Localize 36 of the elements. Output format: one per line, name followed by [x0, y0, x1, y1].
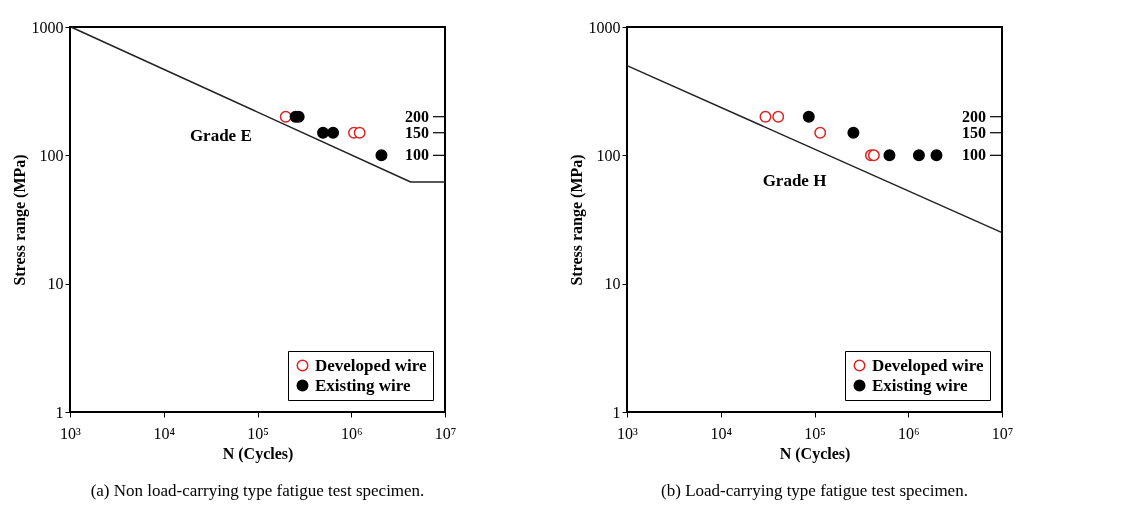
- x-tick-label: 10⁷: [434, 424, 457, 442]
- ref-line-label: 200: [962, 107, 986, 125]
- x-axis-title: N (Cycles): [222, 444, 294, 463]
- ref-line-label: 100: [405, 146, 429, 164]
- legend-label: Developed wire: [872, 355, 985, 375]
- y-tick-label: 10: [47, 275, 64, 293]
- y-tick-label: 1: [612, 403, 621, 421]
- y-axis-title: Stress range (MPa): [10, 154, 29, 286]
- x-tick-label: 10⁶: [340, 424, 363, 442]
- text: (a) Non load-carrying type fatigue test specimen.: [90, 481, 425, 500]
- y-tick-label: 1000: [31, 18, 64, 36]
- y-tick-label: 1000: [588, 18, 621, 36]
- y-tick-label: 10: [604, 275, 621, 293]
- x-tick-label: 10⁶: [897, 424, 920, 442]
- x-tick-label: 10³: [60, 424, 82, 442]
- ref-line-label: 150: [962, 123, 986, 141]
- ref-line-label: 100: [962, 146, 986, 164]
- legend-label: Existing wire: [872, 375, 968, 395]
- ref-line-label: 150: [405, 123, 429, 141]
- x-tick-label: 10⁴: [153, 424, 176, 442]
- x-tick-label: 10⁵: [804, 424, 826, 442]
- legend-label: Developed wire: [315, 355, 428, 375]
- ref-line-label: 200: [405, 107, 429, 125]
- x-tick-label: 10⁵: [247, 424, 269, 442]
- x-tick-label: 10⁷: [991, 424, 1014, 442]
- y-tick-label: 100: [39, 146, 64, 164]
- annotation: Grade H: [762, 171, 827, 191]
- text: (b) Load-carrying type fatigue test specimen.: [661, 481, 968, 500]
- y-axis-title: Stress range (MPa): [567, 154, 586, 286]
- legend-label: Existing wire: [315, 375, 411, 395]
- annotation: Grade E: [189, 126, 252, 146]
- y-tick-label: 100: [596, 146, 621, 164]
- y-tick-label: 1: [55, 403, 64, 421]
- x-axis-title: N (Cycles): [779, 444, 851, 463]
- x-tick-label: 10³: [617, 424, 639, 442]
- x-tick-label: 10⁴: [710, 424, 733, 442]
